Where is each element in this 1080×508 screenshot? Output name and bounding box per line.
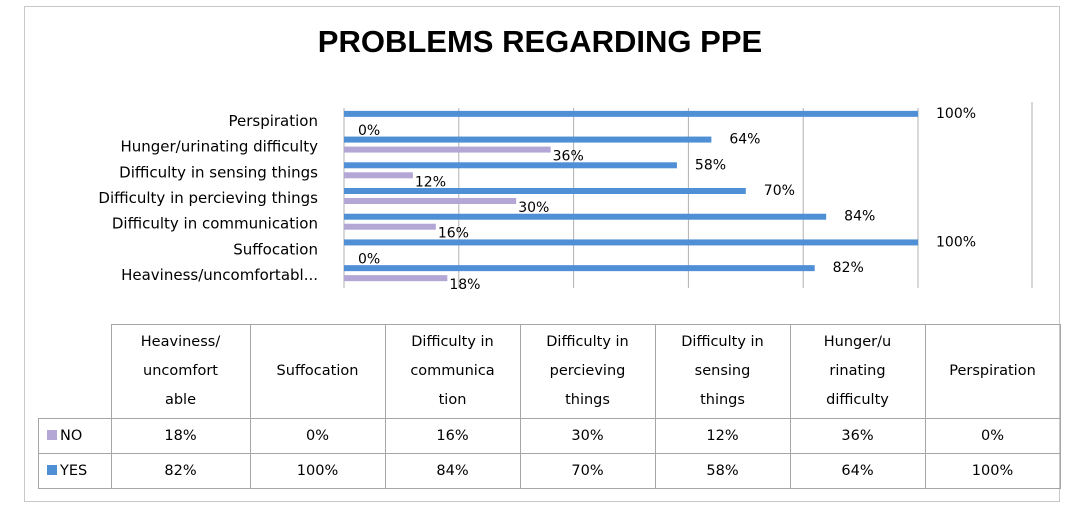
header-line: Perspiration xyxy=(949,363,1036,379)
header-line: percieving xyxy=(549,363,626,379)
data-label-no: 18% xyxy=(449,277,480,293)
legend-label: YES xyxy=(60,462,88,479)
header-line: rinating xyxy=(829,363,886,379)
data-label-yes: 84% xyxy=(844,209,875,225)
table-column-header: Difficulty in percieving things xyxy=(519,324,656,419)
data-label-no: 12% xyxy=(415,174,446,190)
category-label: Difficulty in sensing things xyxy=(119,163,318,181)
legend-entry: YES xyxy=(38,453,112,489)
bar-yes xyxy=(344,265,815,272)
category-labels: Heaviness/uncomfortabl... Suffocation Diff… xyxy=(98,112,318,284)
bar-no xyxy=(344,146,551,153)
table-cell: 12% xyxy=(654,418,791,454)
header-line: able xyxy=(164,392,197,408)
header-line: Hunger/u xyxy=(823,334,892,350)
bar-yes xyxy=(344,213,827,220)
header-line: uncomfort xyxy=(143,363,218,379)
header-line: Difficulty in xyxy=(411,334,494,350)
table-cell: 100% xyxy=(249,453,386,489)
data-labels: 18% 82% 0% 100% 16% 84% 30% 70% 12% 58% 36% 64% 0% 10… xyxy=(358,106,976,293)
table-cell: 82% xyxy=(110,453,251,489)
category-label: Perspiration xyxy=(228,112,318,130)
data-label-no: 16% xyxy=(438,226,469,242)
header-line: Difficulty in xyxy=(546,334,629,350)
table-column-header: Difficulty in sensing things xyxy=(654,324,791,419)
data-label-yes: 70% xyxy=(764,183,795,199)
table-cell: 0% xyxy=(924,418,1061,454)
header-line: things xyxy=(565,392,610,408)
category-label: Difficulty in percieving things xyxy=(98,189,318,207)
header-line: Heaviness/ xyxy=(140,334,221,350)
bar-no xyxy=(344,172,413,179)
category-label: Difficulty in communication xyxy=(112,215,318,233)
table-body: NO 18% 0% 16% 30% 12% 36% 0% YES 82% 100% 84% 70% 58%… xyxy=(38,418,1061,489)
header-line: tion xyxy=(438,392,467,408)
table-column-header: Hunger/u rinating difficulty xyxy=(789,324,926,419)
data-label-no: 0% xyxy=(358,251,380,267)
header-line: Suffocation xyxy=(276,363,359,379)
bar-yes xyxy=(344,239,918,246)
data-label-no: 0% xyxy=(358,123,380,139)
category-label: Heaviness/uncomfortabl... xyxy=(121,266,318,284)
header-line: things xyxy=(700,392,745,408)
table-cell: 64% xyxy=(789,453,926,489)
table-cell: 100% xyxy=(924,453,1061,489)
legend-entry: NO xyxy=(38,418,112,454)
table-row: NO 18% 0% 16% 30% 12% 36% 0% xyxy=(38,418,1061,454)
category-label: Suffocation xyxy=(233,240,318,258)
bar-yes xyxy=(344,136,712,143)
table-cell: 0% xyxy=(249,418,386,454)
table-corner xyxy=(38,324,112,419)
table-row: YES 82% 100% 84% 70% 58% 64% 100% xyxy=(38,453,1061,489)
grid-lines xyxy=(343,102,1033,288)
bars xyxy=(344,110,918,282)
chart-frame xyxy=(24,6,1060,502)
header-line: sensing xyxy=(694,363,751,379)
table-cell: 58% xyxy=(654,453,791,489)
table-cell: 70% xyxy=(519,453,656,489)
chart-title: PROBLEMS REGARDING PPE xyxy=(317,24,763,59)
table-cell: 30% xyxy=(519,418,656,454)
data-label-yes: 100% xyxy=(936,106,976,122)
legend-swatch xyxy=(47,429,57,440)
bar-yes xyxy=(344,162,677,169)
table-column-header: Difficulty in communica tion xyxy=(384,324,521,419)
table-column-header: Perspiration xyxy=(924,324,1061,419)
data-label-yes: 64% xyxy=(729,132,760,148)
header-line: difficulty xyxy=(826,392,889,408)
table-header-row: Heaviness/uncomfort able Suffocation Diffic… xyxy=(38,324,1061,419)
bar-no xyxy=(344,198,517,204)
table-column-header: Suffocation xyxy=(249,324,386,419)
table-cell: 84% xyxy=(384,453,521,489)
legend-label: NO xyxy=(60,427,83,444)
table-cell: 36% xyxy=(789,418,926,454)
data-label-yes: 100% xyxy=(936,234,976,250)
header-line: Difficulty in xyxy=(681,334,764,350)
data-table: Heaviness/uncomfort able Suffocation Diffic… xyxy=(38,324,1061,489)
category-label: Hunger/urinating difficulty xyxy=(120,138,318,156)
bar-yes xyxy=(344,188,746,194)
table-cell: 16% xyxy=(384,418,521,454)
bar-no xyxy=(344,223,436,230)
legend-swatch xyxy=(47,464,57,475)
table-cell: 18% xyxy=(110,418,251,454)
bar-yes xyxy=(344,110,918,117)
data-label-no: 36% xyxy=(553,149,584,165)
data-label-no: 30% xyxy=(518,200,549,216)
table-column-header: Heaviness/uncomfort able xyxy=(110,324,251,419)
header-line: communica xyxy=(410,363,495,379)
bar-chart: Heaviness/uncomfortabl... Suffocation Diff… xyxy=(98,102,1033,293)
data-label-yes: 82% xyxy=(833,260,864,276)
data-label-yes: 58% xyxy=(695,157,726,173)
bar-no xyxy=(344,275,448,282)
